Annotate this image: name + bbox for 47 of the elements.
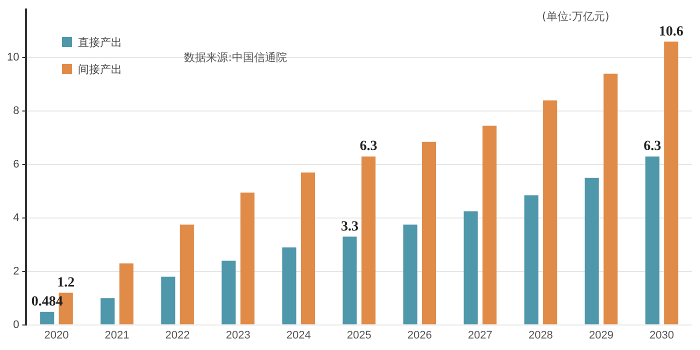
data-label: 6.3 (360, 139, 378, 154)
y-tick-label: 4 (13, 212, 20, 224)
y-tick-label: 0 (13, 318, 20, 331)
bar (342, 236, 357, 324)
x-tick-label: 2025 (346, 329, 372, 342)
bar (464, 211, 478, 324)
x-tick-label: 2030 (649, 329, 674, 342)
bar (119, 263, 134, 324)
x-tick-label: 2022 (165, 329, 190, 342)
data-label: 10.6 (658, 24, 684, 40)
annotation: (单位:万亿元) (542, 8, 610, 24)
x-tick-label: 2024 (286, 329, 311, 342)
x-tick-label: 2029 (588, 329, 614, 342)
bar (300, 172, 316, 324)
x-tick-label: 2027 (468, 329, 492, 342)
legend-label: 直接产出 (78, 34, 122, 50)
legend-label: 间接产出 (78, 62, 122, 77)
bar (422, 142, 436, 324)
y-tick-label: 10 (6, 52, 20, 64)
bar (161, 276, 176, 324)
bar (100, 298, 115, 324)
x-tick-label: 2023 (226, 329, 250, 342)
annotation: 数据来源:中国信通院 (184, 50, 287, 65)
bar (604, 74, 618, 324)
bar (543, 100, 558, 324)
x-tick-label: 2028 (528, 329, 553, 342)
x-tick-label: 2026 (407, 329, 432, 342)
data-label: 6.3 (644, 139, 662, 154)
bar (282, 247, 296, 324)
x-tick-label: 2021 (104, 329, 130, 342)
bar (180, 224, 194, 324)
bar (584, 178, 599, 324)
bar (524, 195, 538, 324)
bar (645, 156, 660, 324)
bar (403, 224, 418, 324)
y-tick-label: 8 (13, 105, 20, 118)
bar (361, 156, 376, 324)
x-tick-label: 2020 (44, 329, 69, 342)
bar (664, 42, 678, 324)
y-tick-label: 2 (13, 265, 20, 278)
bar (40, 312, 54, 324)
data-label: 3.3 (340, 219, 358, 234)
y-tick-label: 6 (13, 158, 20, 171)
bar (482, 126, 497, 324)
data-label: 1.2 (57, 275, 75, 290)
bar (222, 260, 236, 324)
bar (240, 192, 254, 324)
